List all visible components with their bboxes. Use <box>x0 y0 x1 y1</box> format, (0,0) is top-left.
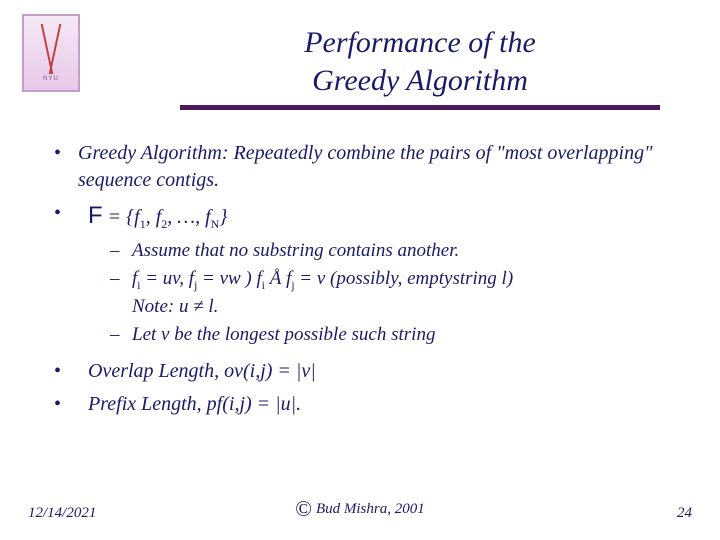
bullet-1: • Greedy Algorithm: Repeatedly combine t… <box>50 140 680 194</box>
bullet-1-text: Greedy Algorithm: Repeatedly combine the… <box>78 140 680 194</box>
logo: NYU <box>22 14 80 92</box>
bullet-mark: • <box>50 200 78 232</box>
bullet-mark: • <box>50 140 78 194</box>
set-F: F <box>88 202 103 229</box>
title-underline <box>180 105 660 110</box>
copyright-icon: © <box>295 496 312 522</box>
footer-page: 24 <box>677 505 692 522</box>
footer: 12/14/2021 © Bud Mishra, 2001 24 <box>28 505 692 522</box>
bullet-3-text: Overlap Length, ov(i,j) = |v| <box>78 358 680 385</box>
sub-3: – Let v be the longest possible such str… <box>110 322 680 348</box>
sub-1-text: Assume that no substring contains anothe… <box>132 238 680 264</box>
logo-graphic <box>36 24 66 74</box>
title-line-2: Greedy Algorithm <box>312 64 528 97</box>
page-title: Performance of the Greedy Algorithm <box>180 24 660 99</box>
sub-3-text: Let v be the longest possible such strin… <box>132 322 680 348</box>
title-line-1: Performance of the <box>304 26 536 59</box>
sub-2-note: Note: u ≠ l. <box>132 296 218 317</box>
bullet-2-text: F = {f1, f2, …, fN} <box>78 200 680 232</box>
footer-center: © Bud Mishra, 2001 <box>295 496 424 522</box>
footer-date: 12/14/2021 <box>28 505 96 522</box>
sub-mark: – <box>110 238 132 264</box>
content-area: • Greedy Algorithm: Repeatedly combine t… <box>50 140 680 424</box>
sub-mark: – <box>110 266 132 320</box>
sub-1: – Assume that no substring contains anot… <box>110 238 680 264</box>
bullet-3: • Overlap Length, ov(i,j) = |v| <box>50 358 680 385</box>
sub-bullets: – Assume that no substring contains anot… <box>110 238 680 347</box>
sub-2: – fi = uv, fj = vw ) fi Å fj = v (possib… <box>110 266 680 320</box>
bullet-4: • Prefix Length, pf(i,j) = |u|. <box>50 391 680 418</box>
footer-author: Bud Mishra, 2001 <box>316 501 425 518</box>
title-block: Performance of the Greedy Algorithm <box>180 24 660 110</box>
bullet-mark: • <box>50 391 78 418</box>
bullet-4-text: Prefix Length, pf(i,j) = |u|. <box>78 391 680 418</box>
logo-caption: NYU <box>43 76 59 82</box>
sub-mark: – <box>110 322 132 348</box>
bullet-2: • F = {f1, f2, …, fN} <box>50 200 680 232</box>
bullet-mark: • <box>50 358 78 385</box>
sub-2-text: fi = uv, fj = vw ) fi Å fj = v (possibly… <box>132 266 680 320</box>
